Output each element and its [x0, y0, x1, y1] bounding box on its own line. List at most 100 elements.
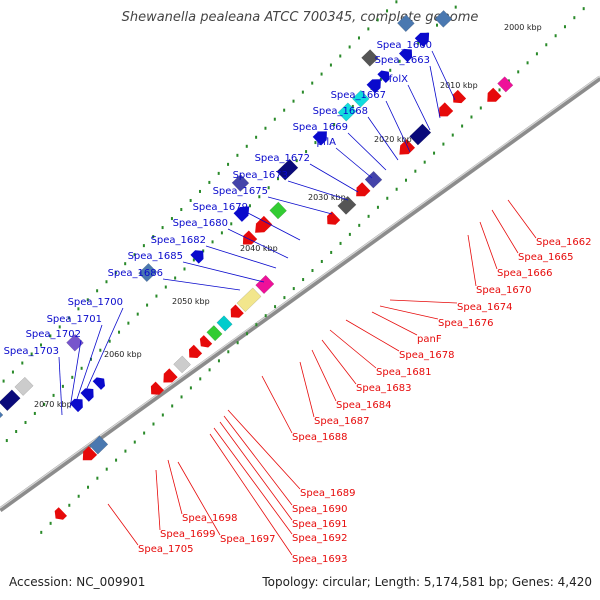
- tick-row-inner-tick: [389, 68, 392, 72]
- scale-label: 2030 kbp: [308, 193, 346, 202]
- tick-row-lower-tick: [87, 485, 90, 489]
- label-leader-line: [345, 319, 400, 352]
- gene-label-reverse: Spea_1699: [160, 529, 215, 540]
- tick-row-lower-tick: [199, 377, 202, 381]
- label-leader-line: [431, 50, 456, 101]
- tick-row-outer-tick: [114, 271, 117, 275]
- gene-feature: [0, 389, 21, 412]
- label-leader-line: [155, 469, 161, 531]
- tick-row-outer-tick: [386, 9, 389, 13]
- tick-row-lower-tick: [433, 151, 436, 155]
- gene-label-forward: Spea_1702: [26, 329, 81, 340]
- gene-label-forward: Spea_1685: [128, 251, 183, 262]
- label-leader-line: [379, 305, 439, 320]
- label-leader-line: [177, 461, 221, 536]
- tick-row-inner-tick: [248, 204, 251, 208]
- tick-row-inner-tick: [5, 439, 8, 443]
- label-leader-line: [429, 65, 441, 119]
- tick-row-lower-tick: [171, 404, 174, 408]
- scale-label: 2060 kbp: [104, 350, 142, 359]
- tick-row-inner-tick: [417, 41, 420, 45]
- label-leader-line: [367, 116, 399, 161]
- gene-feature: [231, 174, 250, 192]
- tick-row-lower-tick: [404, 178, 407, 182]
- tick-row-inner-tick: [258, 195, 261, 199]
- gene-label-forward: Spea_1667: [331, 90, 386, 101]
- tick-row-lower-tick: [461, 124, 464, 128]
- topology-text: Topology: circular; Length: 5,174,581 bp…: [262, 575, 592, 589]
- tick-row-lower-tick: [96, 476, 99, 480]
- label-leader-line: [227, 228, 289, 259]
- gene-label-reverse: Spea_1681: [376, 367, 431, 378]
- gene-feature: [497, 76, 514, 93]
- tick-row-outer-tick: [58, 325, 61, 329]
- tick-row-outer-tick: [301, 90, 304, 94]
- gene-feature: [276, 158, 299, 181]
- label-leader-line: [213, 427, 293, 535]
- tick-row-inner-tick: [305, 150, 308, 154]
- tick-row-lower-tick: [180, 395, 183, 399]
- gene-label-forward: Spea_1669: [293, 122, 348, 133]
- tick-row-outer-tick: [170, 217, 173, 221]
- label-leader-line: [507, 199, 537, 239]
- label-leader-line: [287, 180, 349, 201]
- tick-row-outer-tick: [11, 370, 14, 374]
- gene-arrow: [233, 206, 250, 222]
- tick-row-outer-tick: [21, 361, 24, 365]
- tick-row-lower-tick: [236, 341, 239, 345]
- gene-label-reverse: Spea_1688: [292, 432, 347, 443]
- label-leader-line: [205, 245, 277, 269]
- tick-row-outer-tick: [245, 144, 248, 148]
- gene-feature: [364, 170, 383, 189]
- tick-row-inner-tick: [43, 402, 46, 406]
- tick-row-outer-tick: [124, 262, 127, 266]
- tick-row-outer-tick: [264, 126, 267, 130]
- gene-arrow: [255, 215, 273, 233]
- gene-arrow: [356, 182, 371, 197]
- gene-feature: [206, 325, 223, 342]
- tick-row-lower-tick: [255, 323, 258, 327]
- tick-row-outer-tick: [208, 180, 211, 184]
- tick-row-lower-tick: [442, 142, 445, 146]
- tick-row-outer-tick: [329, 63, 332, 67]
- gene-label-forward: Spea_1672: [255, 153, 310, 164]
- tick-row-lower-tick: [563, 25, 566, 29]
- tick-row-lower-tick: [105, 467, 108, 471]
- gene-arrow: [312, 131, 327, 146]
- tick-row-lower-tick: [246, 332, 249, 336]
- gene-feature: [173, 355, 191, 374]
- gene-arrow: [189, 344, 203, 358]
- gene-label-forward: Spea_1703: [4, 346, 59, 357]
- gene-arrow: [54, 507, 67, 520]
- tick-row-lower-tick: [498, 88, 501, 92]
- gene-feature: [66, 333, 84, 352]
- gene-arrow: [366, 79, 381, 94]
- tick-row-lower-tick: [133, 440, 136, 444]
- tick-row-inner-tick: [33, 411, 36, 415]
- tick-row-lower-tick: [77, 494, 80, 498]
- tick-row-outer-tick: [292, 99, 295, 103]
- tick-row-lower-tick: [573, 16, 576, 20]
- tick-row-outer-tick: [49, 334, 52, 338]
- tick-row-lower-tick: [395, 187, 398, 191]
- tick-row-outer-tick: [348, 45, 351, 49]
- tick-row-outer-tick: [217, 171, 220, 175]
- tick-row-inner-tick: [267, 186, 270, 190]
- gene-label-forward: Spea_1701: [47, 314, 102, 325]
- tick-row-inner-tick: [183, 267, 186, 271]
- scale-label: 2070 kbp: [34, 400, 72, 409]
- gene-arrow: [438, 102, 454, 117]
- tick-row-outer-tick: [30, 352, 33, 356]
- tick-row-lower-tick: [189, 386, 192, 390]
- tick-row-outer-tick: [273, 117, 276, 121]
- scale-label: 2050 kbp: [172, 297, 210, 306]
- tick-row-lower-tick: [386, 196, 389, 200]
- tick-row-inner-tick: [15, 430, 18, 434]
- gene-label-reverse: Spea_1676: [438, 318, 493, 329]
- gene-arrow: [199, 335, 213, 348]
- tick-row-outer-tick: [68, 316, 71, 320]
- tick-row-lower-tick: [582, 7, 585, 11]
- tick-row-inner-tick: [436, 23, 439, 27]
